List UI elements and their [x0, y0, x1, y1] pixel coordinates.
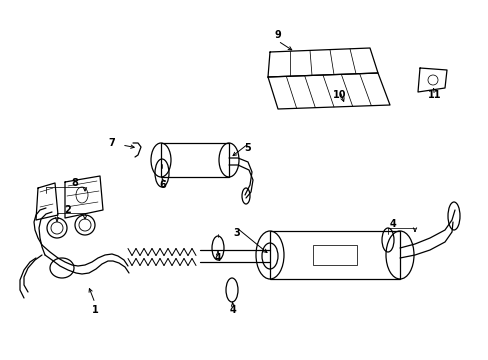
Text: 9: 9	[274, 30, 281, 40]
Text: 4: 4	[389, 219, 396, 229]
Text: 5: 5	[244, 143, 251, 153]
Bar	[161, 143, 228, 177]
Text: 1: 1	[91, 305, 98, 315]
Text: 4: 4	[214, 253, 221, 263]
Text: 4: 4	[229, 305, 236, 315]
Bar	[269, 231, 399, 279]
Text: 2: 2	[64, 205, 71, 215]
Text: 6: 6	[159, 180, 166, 190]
Text: 11: 11	[427, 90, 441, 100]
Text: 10: 10	[332, 90, 346, 100]
Text: 7: 7	[108, 138, 115, 148]
Bar	[312, 245, 356, 265]
Text: 8: 8	[71, 178, 78, 188]
Text: 3: 3	[233, 228, 240, 238]
